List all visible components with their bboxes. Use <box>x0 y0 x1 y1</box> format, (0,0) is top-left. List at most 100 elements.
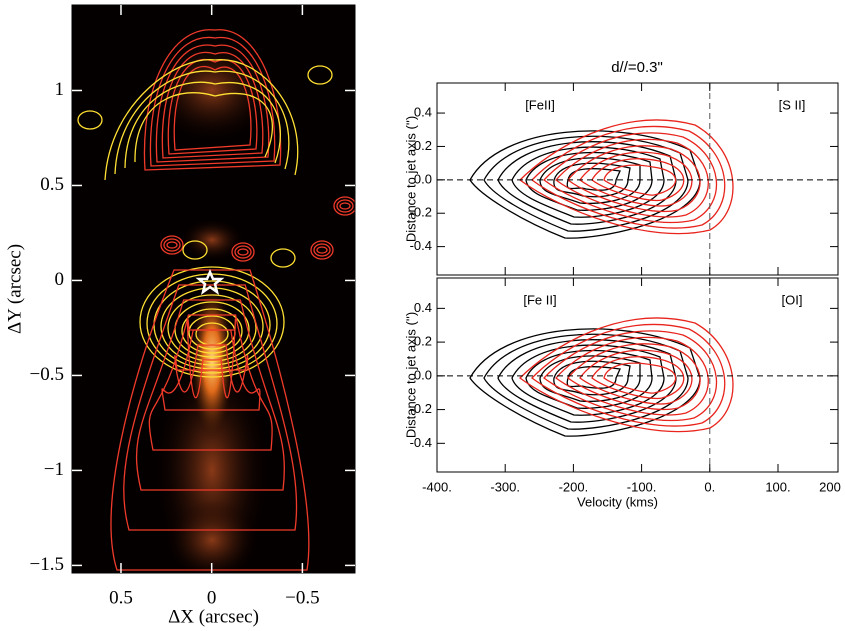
annotation: [OI] <box>782 292 803 307</box>
x-axis-label: ΔX (arcsec) <box>168 606 259 627</box>
contour <box>567 343 701 411</box>
contour <box>124 81 281 169</box>
contour <box>316 246 328 254</box>
x-tick-label: 200 <box>819 479 841 494</box>
contour <box>531 323 726 427</box>
contour <box>161 329 261 411</box>
y-tick-label: −1.5 <box>30 554 64 575</box>
contour <box>603 362 677 394</box>
x-tick-label: -100. <box>627 479 657 494</box>
annotation: [S II] <box>779 97 806 112</box>
x-axis-label: Velocity (kms) <box>577 494 658 509</box>
y-tick-label: −1 <box>44 459 64 480</box>
contour <box>182 240 208 260</box>
contour <box>579 349 693 405</box>
plot-frame <box>436 82 839 276</box>
contour <box>134 92 274 163</box>
y-tick-label: 0.2 <box>414 138 432 153</box>
pv-contours <box>469 119 734 437</box>
contour <box>531 125 726 229</box>
y-axis-label: Distance to jet axis ('') <box>403 312 418 438</box>
contour <box>234 245 252 259</box>
y-tick-label: -0.2 <box>410 401 432 416</box>
contour <box>525 349 653 409</box>
x-tick-label: −0.5 <box>285 587 319 608</box>
contour <box>173 65 252 151</box>
y-tick-label: -0.4 <box>410 238 432 253</box>
contour <box>336 199 354 213</box>
contour <box>181 308 243 354</box>
contour <box>511 344 665 416</box>
x-tick-label: -400. <box>422 479 452 494</box>
contour <box>497 339 677 423</box>
contour <box>307 65 333 85</box>
contour <box>123 284 298 531</box>
y-tick-label: 1 <box>55 79 65 100</box>
contour <box>310 240 334 260</box>
contour <box>313 243 331 257</box>
contour <box>339 202 351 210</box>
contour <box>77 110 103 130</box>
contour <box>553 162 631 198</box>
contour-group <box>469 119 734 239</box>
contour <box>143 29 282 171</box>
y-axis-label: Distance to jet axis ('') <box>403 116 418 242</box>
contour <box>163 238 181 252</box>
y-tick-label: 0 <box>55 269 65 290</box>
y-axis-label: ΔY (arcsec) <box>4 244 25 334</box>
contour <box>543 330 718 422</box>
contour <box>469 130 701 239</box>
y-tick-label: 0.4 <box>414 300 432 315</box>
chart-title: d//=0.3" <box>611 59 663 76</box>
y-tick-label: 0.0 <box>414 367 432 382</box>
y-tick-label: -0.2 <box>410 205 432 220</box>
contour <box>525 151 653 211</box>
x-tick-label: 0 <box>207 587 217 608</box>
contour <box>511 146 665 218</box>
x-tick-label: -300. <box>490 479 520 494</box>
contour <box>333 196 355 216</box>
x-tick-label: 0. <box>704 479 715 494</box>
plot-frame <box>71 4 356 574</box>
contour <box>555 336 709 416</box>
contour <box>603 164 677 196</box>
x-tick-label: 100. <box>765 479 790 494</box>
contour <box>270 248 296 268</box>
contour <box>139 266 285 378</box>
contour <box>237 248 249 256</box>
contour <box>553 360 631 396</box>
contour <box>186 318 237 399</box>
contour <box>174 344 249 393</box>
y-tick-label: 0.2 <box>414 334 432 349</box>
annotation: [FeII] <box>525 97 555 112</box>
contour <box>591 158 685 202</box>
contour <box>591 356 685 400</box>
contour <box>167 59 258 155</box>
annotation: [Fe II] <box>523 292 556 307</box>
y-tick-label: −0.5 <box>30 364 64 385</box>
contour <box>135 299 286 491</box>
contour <box>166 241 178 249</box>
y-tick-label: 0.0 <box>414 171 432 186</box>
contour <box>497 141 677 225</box>
contour <box>543 132 718 224</box>
y-tick-label: 0.5 <box>40 174 64 195</box>
contour <box>579 151 693 207</box>
contour <box>160 235 184 255</box>
y-tick-label: -0.4 <box>410 435 432 450</box>
contour <box>110 269 310 571</box>
plot-frame <box>436 277 839 473</box>
contour <box>167 294 257 362</box>
contour <box>231 242 255 262</box>
contour <box>161 51 264 159</box>
x-tick-label: 0.5 <box>109 587 133 608</box>
contour <box>114 70 290 175</box>
contour <box>149 36 276 167</box>
source-star <box>195 268 225 295</box>
contour-group <box>469 317 734 437</box>
x-tick-label: -200. <box>559 479 589 494</box>
contour <box>104 59 299 181</box>
y-tick-label: 0.4 <box>414 104 432 119</box>
contour <box>469 328 701 437</box>
